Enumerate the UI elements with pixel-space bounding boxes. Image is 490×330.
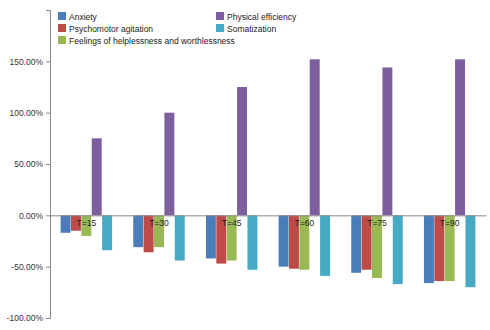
bar — [382, 67, 392, 215]
y-tick-label: 100.00% — [9, 108, 43, 118]
series — [102, 215, 475, 287]
y-axis: -100.00% -50.00% 0.00% 50.00% 100.00% 150.00% — [7, 11, 51, 324]
x-axis: T=15 T=30 T=45 T=60 T=75 T=90 — [51, 215, 487, 228]
y-tick-mark — [46, 61, 50, 62]
bar — [455, 59, 465, 215]
bar — [424, 215, 434, 283]
series — [92, 59, 465, 215]
x-tick: T=75 — [367, 215, 387, 228]
bar — [61, 215, 71, 232]
y-tick: 100.00% — [9, 108, 50, 118]
legend-swatch — [216, 12, 224, 20]
y-tick-label: 50.00% — [14, 159, 43, 169]
bar — [102, 215, 112, 250]
bar — [133, 215, 143, 247]
legend-item: Psychomotor agitation — [58, 24, 153, 34]
legend-swatch — [58, 24, 66, 32]
x-tick-label: T=90 — [440, 218, 460, 228]
series — [61, 215, 434, 283]
bar — [247, 215, 257, 269]
legend-item: Physical efficiency — [216, 12, 297, 22]
y-tick-label: -50.00% — [11, 262, 43, 272]
legend-swatch — [58, 12, 66, 20]
bar — [310, 59, 320, 215]
y-tick-label: -100.00% — [7, 313, 44, 323]
legend-item: Feelings of helplessness and worthlessne… — [58, 36, 235, 46]
bar — [237, 87, 247, 215]
bar — [320, 215, 330, 276]
y-tick: -100.00% — [7, 313, 50, 323]
legend-swatch — [58, 36, 66, 44]
x-tick: T=15 — [77, 215, 97, 228]
x-tick-label: T=15 — [77, 218, 97, 228]
y-tick-label: 150.00% — [9, 57, 43, 67]
y-tick-label: 0.00% — [19, 211, 44, 221]
y-axis-line — [46, 11, 51, 319]
legend-label: Feelings of helplessness and worthlessne… — [69, 36, 235, 46]
bar — [175, 215, 185, 260]
legend-swatch — [216, 24, 224, 32]
chart: -100.00% -50.00% 0.00% 50.00% 100.00% 150.00%… — [0, 0, 490, 330]
y-tick-mark — [46, 164, 50, 165]
x-tick: T=45 — [222, 215, 242, 228]
series — [71, 215, 444, 281]
bar — [465, 215, 475, 287]
bar — [92, 138, 102, 215]
y-tick-mark — [46, 267, 50, 268]
bar — [164, 113, 174, 216]
y-tick-mark — [46, 113, 50, 114]
bar — [351, 215, 361, 272]
bars — [61, 59, 476, 287]
x-tick-label: T=30 — [149, 218, 169, 228]
legend-item: Somatization — [216, 24, 276, 34]
y-tick: 0.00% — [19, 211, 50, 221]
x-tick-label: T=45 — [222, 218, 242, 228]
y-tick: 50.00% — [14, 159, 50, 169]
legend-label: Physical efficiency — [227, 12, 297, 22]
x-axis-line — [51, 215, 487, 216]
x-tick: T=30 — [149, 215, 169, 228]
x-tick-label: T=75 — [367, 218, 387, 228]
legend-label: Somatization — [227, 24, 276, 34]
legend-label: Anxiety — [69, 12, 98, 22]
plot: -100.00% -50.00% 0.00% 50.00% 100.00% 150.00%… — [7, 11, 487, 324]
x-tick: T=90 — [440, 215, 460, 228]
y-tick: -50.00% — [11, 262, 50, 272]
bar — [393, 215, 403, 284]
x-tick: T=60 — [295, 215, 315, 228]
legend: Anxiety Psychomotor agitation Feelings of … — [58, 12, 297, 46]
y-tick-mark — [46, 215, 50, 216]
y-tick-mark — [46, 318, 50, 319]
legend-item: Anxiety — [58, 12, 98, 22]
bar — [279, 215, 289, 266]
legend-label: Psychomotor agitation — [69, 24, 153, 34]
x-tick-label: T=60 — [295, 218, 315, 228]
bar — [206, 215, 216, 258]
y-tick: 150.00% — [9, 57, 50, 67]
